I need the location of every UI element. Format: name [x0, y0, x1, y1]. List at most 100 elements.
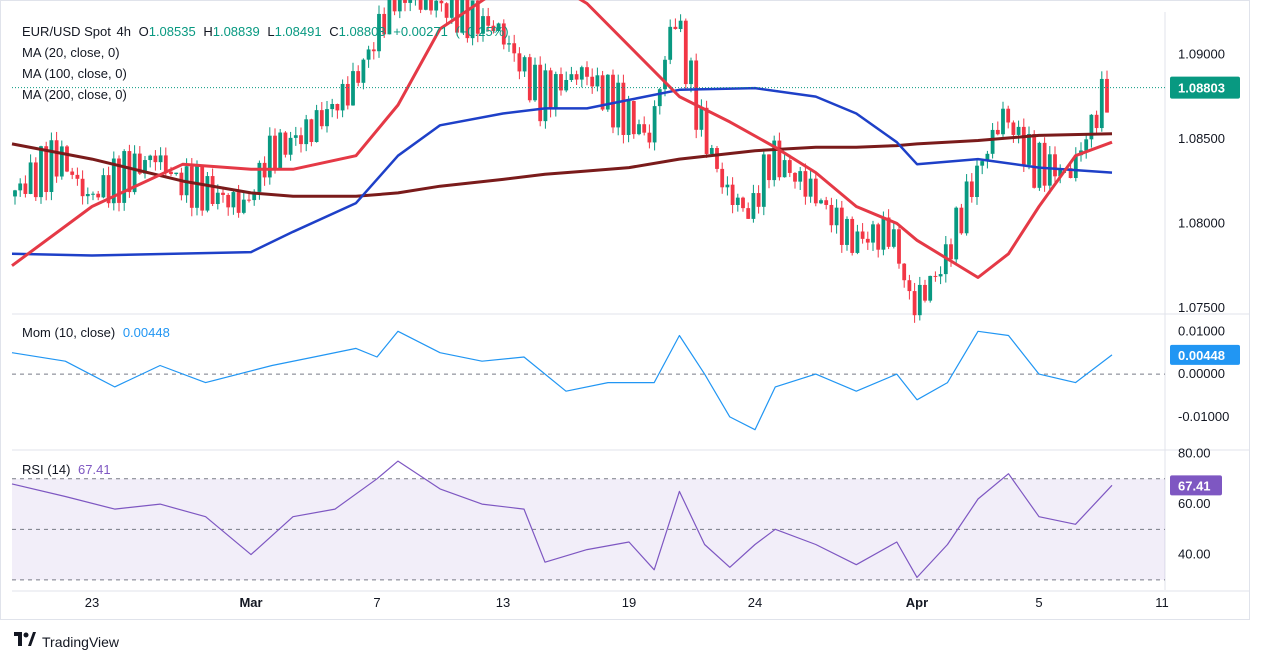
tradingview-logo-icon — [14, 632, 36, 651]
candle-body — [756, 193, 761, 207]
candle-body — [65, 146, 69, 172]
candle-body — [278, 132, 283, 170]
candle-body — [793, 172, 797, 182]
momentum-legend[interactable]: Mom (10, close) 0.00448 — [22, 323, 174, 343]
candle-body — [928, 275, 933, 301]
price-panel — [11, 0, 1165, 323]
candle-body — [715, 148, 719, 169]
grid-layer — [0, 0, 1250, 620]
candle-body — [319, 110, 324, 127]
momentum-value-label: 0.00448 — [1178, 348, 1225, 363]
price-y-tick: 1.08500 — [1178, 131, 1225, 146]
candle-body — [1006, 108, 1011, 123]
candle-body — [813, 178, 818, 204]
candle-body — [221, 192, 225, 195]
candle-body — [163, 155, 168, 172]
candle-body — [553, 74, 558, 109]
candle-body — [1027, 134, 1031, 165]
candle-body — [351, 71, 355, 106]
candle-body — [834, 207, 839, 226]
candle-body — [995, 129, 1000, 135]
candle-body — [80, 178, 85, 197]
candle-body — [361, 59, 366, 83]
candle-body — [403, 0, 407, 3]
candle-body — [1105, 78, 1109, 113]
price-y-tick: 1.07500 — [1178, 300, 1225, 315]
candle-body — [954, 207, 959, 260]
candle-body — [460, 0, 465, 33]
candle-body — [585, 67, 589, 77]
candle-body — [439, 0, 444, 4]
candle-body — [195, 165, 199, 208]
ohlc-change: +0.00271 — [393, 24, 448, 39]
candle-body — [590, 76, 595, 87]
candle-body — [449, 0, 454, 18]
candle-body — [720, 168, 725, 188]
rsi-legend[interactable]: RSI (14) 67.41 — [22, 460, 115, 480]
candle-body — [975, 165, 979, 198]
candle-body — [429, 0, 433, 11]
candle-body — [741, 197, 745, 209]
candle-body — [392, 0, 397, 12]
x-tick-label: 7 — [373, 595, 380, 610]
candle-body — [522, 57, 527, 72]
momentum-label: Mom (10, close) — [22, 325, 116, 340]
ohlc-high: H1.08839 — [203, 24, 260, 39]
candle-body — [912, 291, 917, 316]
candle-body — [803, 171, 808, 197]
candle-body — [475, 0, 480, 34]
candle-body — [564, 79, 569, 91]
price-y-tick: 1.08000 — [1178, 215, 1225, 230]
candle-body — [902, 263, 907, 281]
candle-body — [423, 0, 428, 10]
candle-body — [153, 155, 158, 163]
candle-body — [980, 161, 985, 166]
candle-body — [673, 26, 678, 29]
ma20-legend[interactable]: MA (20, close, 0) — [22, 45, 120, 60]
candle-body — [117, 158, 121, 203]
candle-body — [699, 107, 704, 130]
candle-body — [252, 191, 257, 201]
candle-body — [605, 74, 610, 110]
ma200-line — [11, 132, 1113, 198]
candle-body — [548, 70, 553, 109]
candle-body — [1058, 168, 1063, 177]
ma200-legend[interactable]: MA (200, close, 0) — [22, 87, 127, 102]
branding-text: TradingView — [42, 633, 120, 650]
candle-body — [694, 60, 699, 130]
branding[interactable]: TradingView — [14, 632, 119, 651]
candle-body — [824, 200, 829, 205]
candle-body — [169, 171, 173, 175]
candle-body — [174, 172, 179, 175]
candle-body — [657, 89, 662, 107]
candle-body — [91, 193, 95, 195]
candle-body — [304, 119, 309, 145]
candle-body — [543, 70, 548, 122]
candle-body — [23, 183, 28, 194]
candle-body — [845, 218, 849, 245]
candle-body — [839, 207, 844, 245]
candle-body — [512, 43, 517, 54]
candle-body — [886, 217, 891, 247]
candle-body — [855, 231, 860, 253]
candle-body — [210, 176, 215, 204]
candle-body — [1021, 126, 1026, 165]
candle-body — [330, 104, 335, 110]
candle-body — [236, 192, 241, 213]
ma100-legend[interactable]: MA (100, close, 0) — [22, 66, 127, 81]
candle-body — [683, 20, 688, 85]
candle-body — [273, 135, 277, 170]
candle-body — [226, 194, 231, 208]
candle-body — [397, 0, 402, 12]
candle-body — [647, 132, 652, 143]
candle-body — [527, 57, 532, 101]
candle-body — [33, 162, 38, 198]
candle-body — [1042, 142, 1047, 186]
rsi-value-label: 67.41 — [1178, 478, 1211, 493]
candle-body — [75, 174, 80, 179]
last-price-badge — [1170, 76, 1240, 99]
candle-body — [111, 158, 116, 204]
candle-body — [1011, 122, 1016, 135]
